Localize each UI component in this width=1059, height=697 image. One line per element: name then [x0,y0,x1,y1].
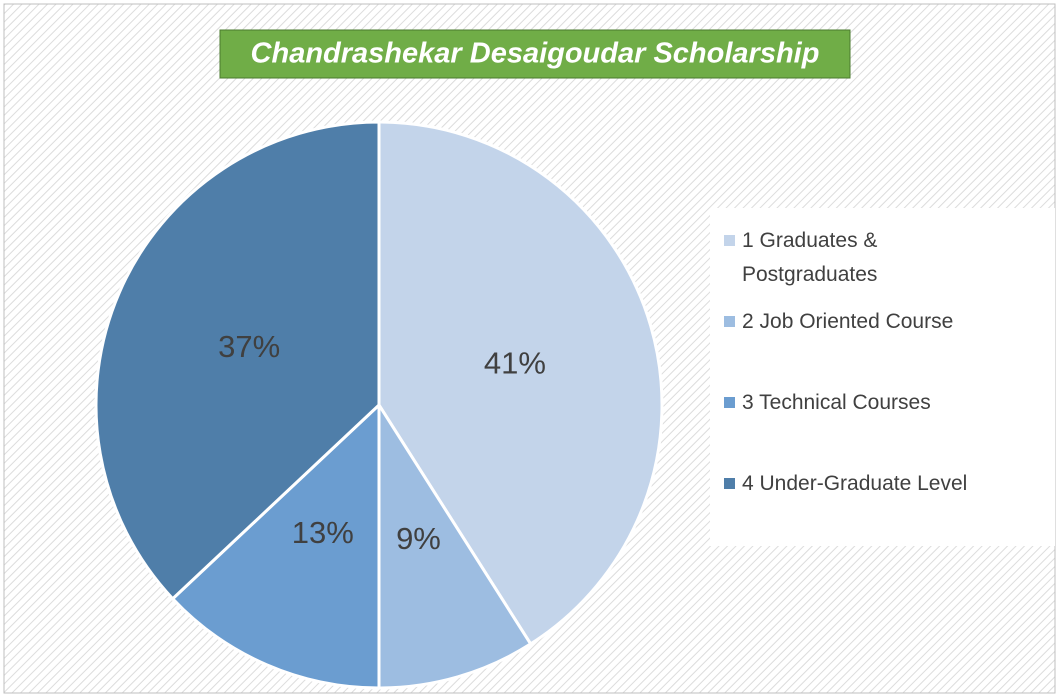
legend-swatch [724,478,735,489]
data-label: 37% [218,329,280,364]
legend-swatch [724,316,735,327]
legend-item: 3 Technical Courses [724,386,1049,420]
chart-title: Chandrashekar Desaigoudar Scholarship [251,38,820,70]
legend-swatch [724,235,735,246]
pie-slice [377,399,533,690]
data-label: 9% [396,521,441,556]
legend-swatch [724,397,735,408]
pie [94,120,664,690]
data-label: 13% [292,515,354,550]
legend-item: 1 Graduates & Postgraduates [724,224,1049,292]
legend-item: 2 Job Oriented Course [724,305,1049,339]
legend: 1 Graduates & Postgraduates 2 Job Oriente… [710,208,1055,546]
legend-label: 1 Graduates & Postgraduates [742,229,878,286]
legend-label: 3 Technical Courses [742,391,931,414]
legend-label: 4 Under-Graduate Level [742,472,968,495]
title-box [219,29,851,79]
data-label: 41% [484,346,546,381]
pie-slice [170,401,381,690]
pie-slice [377,120,664,647]
pie-slice [94,120,381,601]
legend-label: 2 Job Oriented Course [742,310,954,333]
legend-item: 4 Under-Graduate Level [724,467,1049,501]
